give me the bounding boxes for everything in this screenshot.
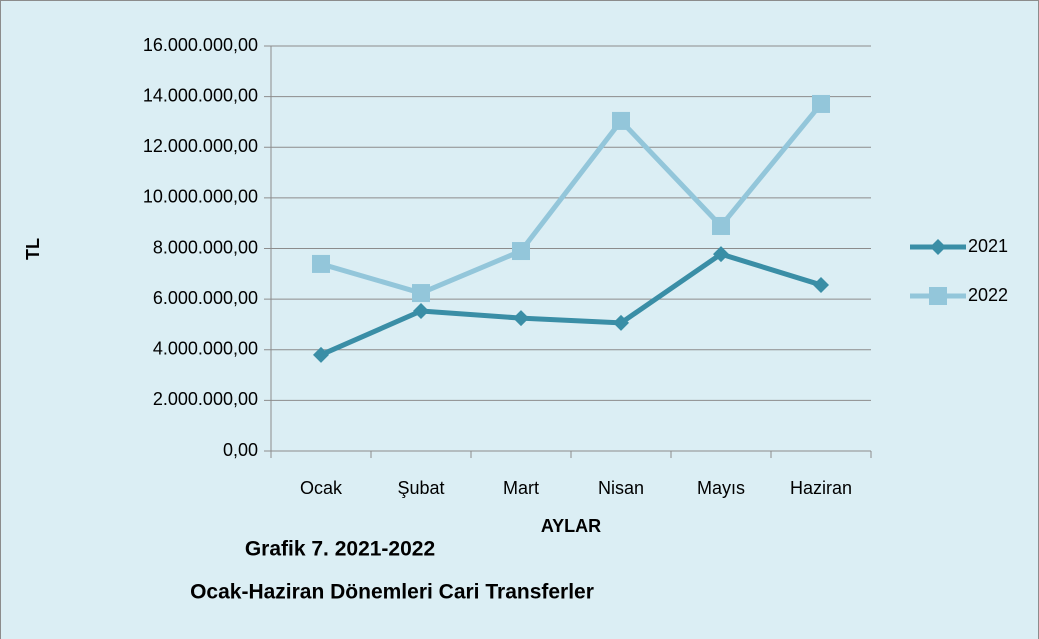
legend-marker — [929, 287, 947, 305]
y-tick-label: 6.000.000,00 — [153, 288, 258, 308]
x-tick-label: Haziran — [790, 478, 852, 498]
x-axis-label: AYLAR — [541, 516, 601, 536]
y-axis-label: TL — [23, 238, 43, 260]
x-tick-label: Mayıs — [697, 478, 745, 498]
chart-subtitle: Ocak-Haziran Dönemleri Cari Transferler — [190, 581, 594, 604]
data-point — [312, 254, 330, 273]
data-point — [512, 242, 530, 261]
y-tick-label: 12.000.000,00 — [143, 136, 258, 156]
x-tick-label: Şubat — [397, 478, 444, 498]
x-tick-label: Ocak — [300, 478, 343, 498]
data-point — [712, 216, 730, 235]
x-tick-label: Mart — [503, 478, 539, 498]
y-tick-label: 8.000.000,00 — [153, 237, 258, 257]
y-tick-label: 10.000.000,00 — [143, 187, 258, 207]
data-point — [713, 246, 729, 263]
legend-marker — [930, 239, 946, 255]
legend-label: 2021 — [968, 236, 1008, 256]
series-line — [320, 102, 823, 296]
data-point — [412, 284, 430, 303]
y-tick-label: 2.000.000,00 — [153, 389, 258, 409]
data-point — [812, 94, 830, 113]
y-tick-label: 4.000.000,00 — [153, 339, 258, 359]
y-tick-label: 14.000.000,00 — [143, 85, 258, 105]
data-point — [513, 310, 529, 327]
data-point — [413, 303, 429, 320]
x-tick-label: Nisan — [598, 478, 644, 498]
data-point — [813, 276, 829, 293]
chart-title: Grafik 7. 2021-2022 — [245, 538, 435, 561]
data-point — [313, 346, 329, 363]
y-tick-label: 0,00 — [223, 440, 258, 460]
series-line — [319, 251, 822, 358]
legend-label: 2022 — [968, 285, 1008, 305]
data-point — [612, 111, 630, 130]
data-point — [613, 314, 629, 331]
y-tick-label: 16.000.000,00 — [143, 35, 258, 55]
